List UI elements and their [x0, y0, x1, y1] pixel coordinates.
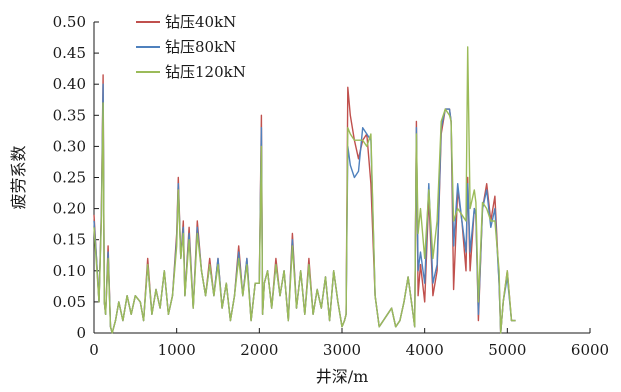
legend: 钻压40kN 钻压80kN 钻压120kN [136, 13, 246, 81]
y-tick-label: 0.20 [53, 200, 86, 218]
legend-label-3: 钻压120kN [165, 63, 246, 81]
x-axis-title: 井深/m [316, 367, 369, 386]
y-tick-label: 0.25 [53, 169, 86, 187]
y-tick-label: 0.10 [53, 262, 86, 280]
y-tick-label: 0.40 [53, 75, 86, 93]
y-axis-ticks: 0 0.05 0.10 0.15 0.20 0.25 0.30 0.35 0.40 0.45 0.5… [53, 13, 99, 342]
y-tick-label: 0.45 [53, 44, 86, 62]
y-tick-label: 0.35 [53, 106, 86, 124]
series-lines [93, 46, 516, 334]
x-tick-label: 4000 [406, 341, 444, 359]
x-tick-label: 6000 [571, 341, 609, 359]
x-axis-ticks: 0 1000 2000 3000 4000 5000 6000 [89, 328, 609, 359]
y-tick-label: 0.05 [53, 293, 86, 311]
y-tick-label: 0 [76, 324, 86, 342]
x-tick-label: 2000 [240, 341, 278, 359]
y-tick-label: 0.50 [53, 13, 86, 31]
x-tick-label: 3000 [323, 341, 361, 359]
y-axis-title: 疲劳系数 [9, 145, 28, 209]
y-tick-label: 0.15 [53, 231, 86, 249]
axes: 0 1000 2000 3000 4000 5000 6000 00.050.100.150… [53, 13, 610, 359]
legend-label-2: 钻压80kN [165, 38, 236, 56]
x-tick-label: 0 [89, 341, 99, 359]
series-line-3 [93, 46, 516, 334]
x-tick-label: 1000 [158, 341, 196, 359]
legend-label-1: 钻压40kN [165, 13, 236, 31]
x-tick-label: 5000 [488, 341, 526, 359]
y-tick-label: 0.30 [53, 137, 86, 155]
